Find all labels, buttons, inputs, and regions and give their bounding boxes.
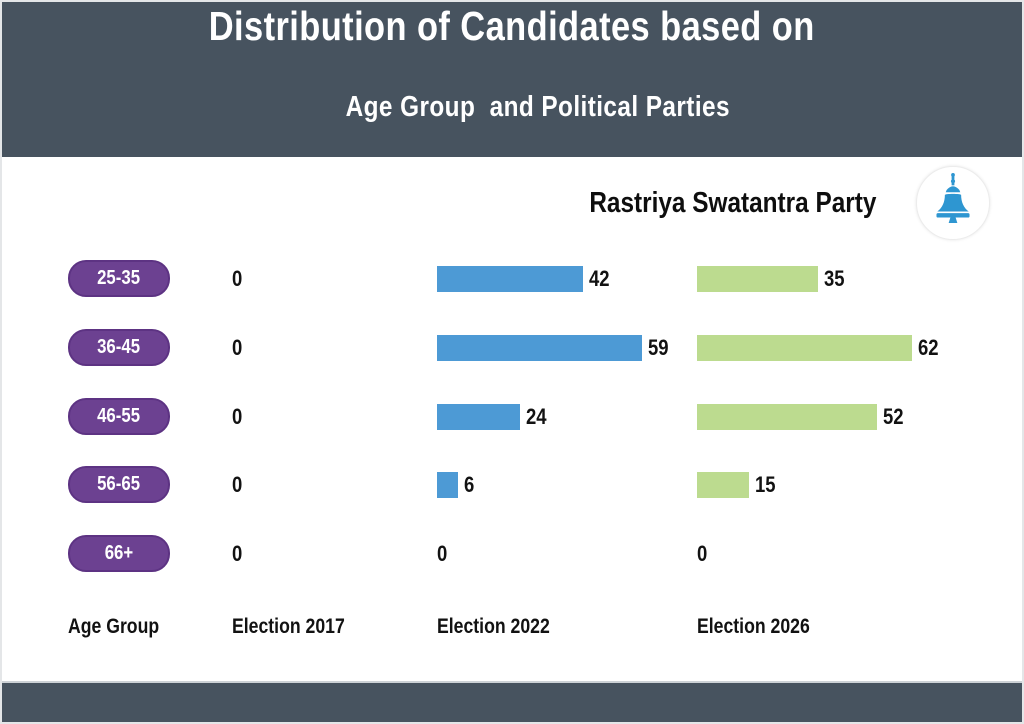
- chart-row: 66+ 0 0 0: [2, 535, 1022, 572]
- party-legend: Rastriya Swatantra Party: [562, 166, 990, 240]
- cell-2026: 15: [697, 466, 780, 503]
- column-label-election-2022: Election 2022: [437, 615, 571, 639]
- party-logo: [916, 166, 990, 240]
- age-pill-label: 25-35: [97, 267, 141, 289]
- cell-2017: 0: [232, 260, 244, 297]
- header-band: Distribution of Candidates based on Age …: [2, 2, 1022, 157]
- bar-2022: [437, 403, 521, 430]
- cell-2017: 0: [232, 329, 244, 366]
- age-pill: 36-45: [68, 329, 170, 366]
- cell-2022: 0: [437, 535, 449, 572]
- chart-row: 25-35 0 42 35: [2, 260, 1022, 297]
- age-pill: 56-65: [68, 466, 170, 503]
- column-label-election-2017: Election 2017: [232, 615, 366, 639]
- chart-row: 56-65 0 6 15: [2, 466, 1022, 503]
- age-pill-label: 56-65: [97, 473, 141, 495]
- column-label-text: Age Group: [68, 615, 160, 638]
- value-label: 0: [232, 540, 243, 566]
- cell-2022: 24: [437, 398, 551, 435]
- cell-2022: 42: [437, 260, 613, 297]
- value-label: 24: [526, 403, 547, 429]
- cell-2026: 62: [697, 329, 943, 366]
- bar-2026: [697, 403, 878, 430]
- chart-row: 36-45 0 59 62: [2, 329, 1022, 366]
- bar-2022: [437, 334, 642, 361]
- value-label: 52: [883, 403, 905, 429]
- value-label: 15: [755, 471, 776, 497]
- value-label: 0: [232, 265, 243, 291]
- bar-2026: [697, 334, 913, 361]
- value-label: 42: [588, 265, 610, 291]
- cell-2017: 0: [232, 466, 244, 503]
- age-pill: 66+: [68, 535, 170, 572]
- column-label-text: Election 2022: [437, 615, 550, 638]
- age-pill-label: 46-55: [97, 405, 141, 427]
- cell-2017: 0: [232, 398, 244, 435]
- age-pill-label: 66+: [104, 542, 134, 564]
- page-title-text: Distribution of Candidates based on: [209, 2, 815, 49]
- value-label: 0: [232, 403, 243, 429]
- column-label-text: Election 2017: [232, 615, 345, 638]
- value-label: 0: [232, 471, 243, 497]
- bar-2026: [697, 471, 750, 498]
- cell-2022: 59: [437, 329, 672, 366]
- age-pill: 46-55: [68, 398, 170, 435]
- value-label: 6: [463, 471, 475, 497]
- chart-row: 46-55 0 24 52: [2, 398, 1022, 435]
- value-label: 62: [918, 334, 939, 360]
- bar-2022: [437, 265, 583, 292]
- cell-2022: 6: [437, 466, 476, 503]
- value-label: 0: [437, 540, 448, 566]
- page-subtitle: Age Group and Political Parties: [258, 58, 767, 157]
- bar-2026: [697, 265, 819, 292]
- party-name: Rastriya Swatantra Party: [562, 187, 904, 220]
- page-subtitle-text: Age Group and Political Parties: [345, 90, 730, 123]
- value-label: 0: [232, 334, 243, 360]
- bar-2022: [437, 471, 458, 498]
- column-label-election-2026: Election 2026: [697, 615, 831, 639]
- value-label: 35: [824, 265, 846, 291]
- page-title: Distribution of Candidates based on: [151, 3, 872, 50]
- footer-band: [2, 681, 1022, 722]
- column-label-age-group: Age Group: [68, 615, 177, 639]
- cell-2026: 35: [697, 260, 849, 297]
- cell-2026: 52: [697, 398, 908, 435]
- cell-2026: 0: [697, 535, 709, 572]
- bell-icon: [924, 172, 982, 235]
- age-pill-label: 36-45: [97, 336, 141, 358]
- cell-2017: 0: [232, 535, 244, 572]
- value-label: 0: [697, 540, 708, 566]
- value-label: 59: [647, 334, 669, 360]
- age-pill: 25-35: [68, 260, 170, 297]
- column-label-text: Election 2026: [697, 615, 810, 638]
- party-name-text: Rastriya Swatantra Party: [589, 186, 877, 219]
